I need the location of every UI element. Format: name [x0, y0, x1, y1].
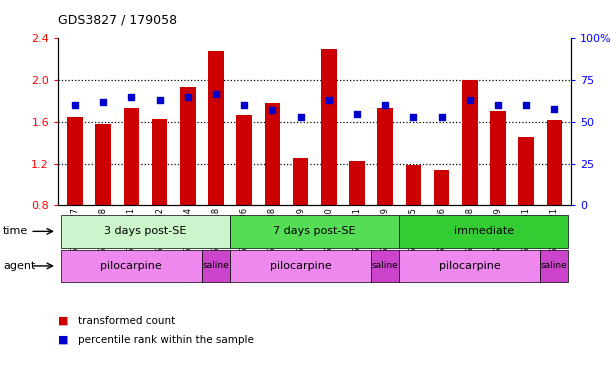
Bar [208, 51, 224, 205]
Text: pilocarpine: pilocarpine [269, 261, 331, 271]
Text: saline: saline [371, 262, 398, 270]
Point [296, 114, 306, 120]
Text: GDS3827 / 179058: GDS3827 / 179058 [58, 13, 177, 26]
Point [98, 99, 108, 105]
Point [409, 114, 419, 120]
Bar [293, 159, 309, 205]
Text: ■: ■ [58, 335, 68, 345]
Point [493, 102, 503, 108]
Point [549, 106, 559, 112]
Bar [378, 108, 393, 205]
Text: time: time [3, 226, 28, 237]
Text: transformed count: transformed count [78, 316, 175, 326]
Bar [67, 117, 82, 205]
Text: 7 days post-SE: 7 days post-SE [273, 226, 356, 237]
Text: saline: saline [541, 262, 568, 270]
Text: ■: ■ [58, 316, 68, 326]
Text: 3 days post-SE: 3 days post-SE [104, 226, 186, 237]
Bar [265, 103, 280, 205]
Point [380, 102, 390, 108]
Bar [490, 111, 506, 205]
Bar [95, 124, 111, 205]
Bar [180, 88, 196, 205]
Point [521, 102, 531, 108]
Point [465, 97, 475, 103]
Bar [123, 108, 139, 205]
Bar [152, 119, 167, 205]
Point [155, 97, 164, 103]
Text: immediate: immediate [454, 226, 514, 237]
Point [240, 102, 249, 108]
Point [324, 97, 334, 103]
Bar [518, 137, 534, 205]
Bar [547, 120, 562, 205]
Bar [321, 49, 337, 205]
Text: pilocarpine: pilocarpine [439, 261, 500, 271]
Bar [349, 161, 365, 205]
Point [352, 111, 362, 117]
Text: pilocarpine: pilocarpine [100, 261, 163, 271]
Point [437, 114, 447, 120]
Point [268, 107, 277, 113]
Point [126, 94, 136, 100]
Bar [462, 80, 478, 205]
Point [211, 91, 221, 97]
Text: percentile rank within the sample: percentile rank within the sample [78, 335, 254, 345]
Text: agent: agent [3, 261, 35, 271]
Text: saline: saline [203, 262, 229, 270]
Bar [236, 114, 252, 205]
Point [183, 94, 192, 100]
Point [70, 102, 80, 108]
Bar [406, 165, 421, 205]
Bar [434, 170, 449, 205]
